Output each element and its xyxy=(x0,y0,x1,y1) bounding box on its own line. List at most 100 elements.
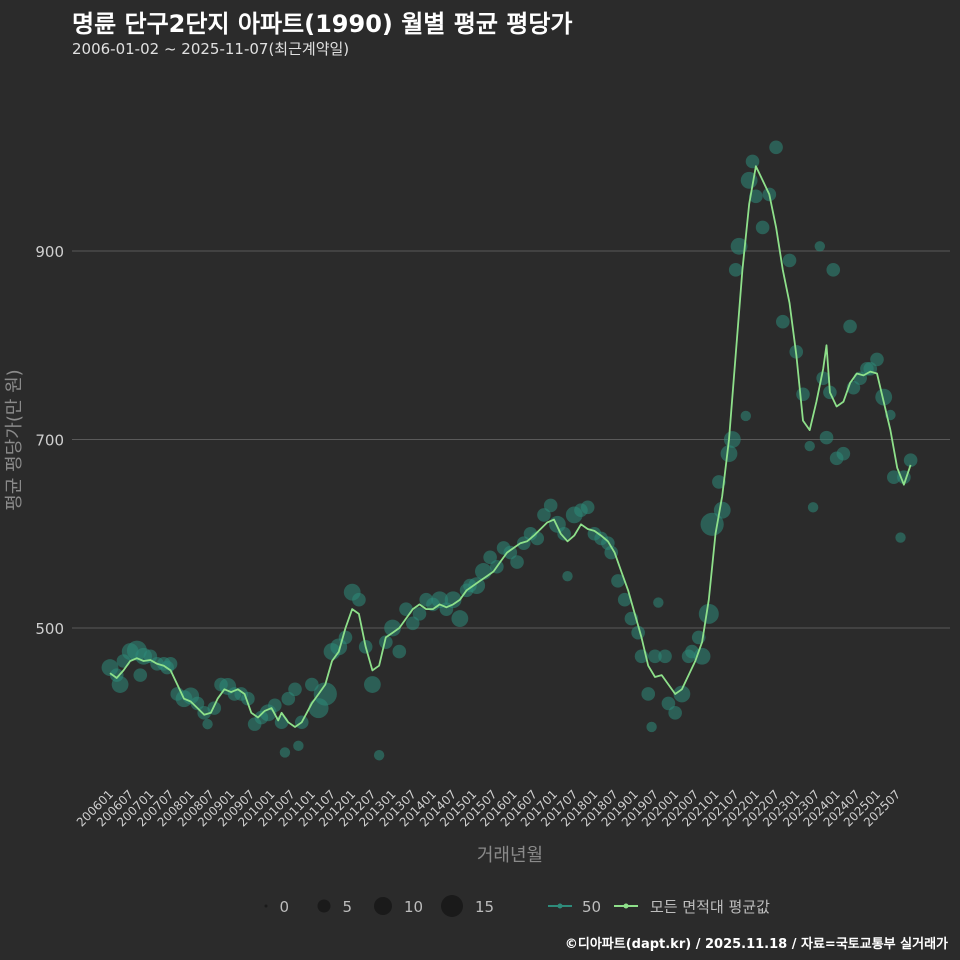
scatter-point xyxy=(755,220,770,235)
scatter-point xyxy=(745,154,760,169)
scatter-point xyxy=(363,676,381,693)
scatter-point xyxy=(807,502,819,513)
scatter-point xyxy=(903,453,918,468)
scatter-point xyxy=(163,657,178,671)
average-line-layer xyxy=(109,165,912,728)
legend-size-marker xyxy=(317,899,331,913)
scatter-point xyxy=(530,531,545,546)
scatter-point xyxy=(111,676,129,693)
scatter-point xyxy=(648,649,662,664)
scatter-point xyxy=(804,440,815,452)
scatter-point xyxy=(843,319,857,334)
scatter-point xyxy=(646,721,657,733)
y-tick-label: 900 xyxy=(35,243,64,261)
scatter-point xyxy=(288,682,302,697)
scatter-point xyxy=(713,501,731,519)
scatter-point xyxy=(819,430,834,445)
scatter-point xyxy=(673,685,691,703)
average-line xyxy=(109,165,912,728)
scatter-point xyxy=(870,352,884,367)
scatter-point xyxy=(190,696,205,711)
scatter-point xyxy=(373,750,385,761)
scatter-point xyxy=(293,740,304,752)
scatter-point xyxy=(281,691,296,706)
scatter-point xyxy=(279,747,291,758)
y-axis-label: 평균 평당가(만 원) xyxy=(4,369,25,510)
scatter-point xyxy=(698,603,719,624)
scatter-point xyxy=(782,253,797,268)
scatter-point xyxy=(653,597,664,608)
y-tick-label: 500 xyxy=(35,620,64,638)
scatter-point xyxy=(895,532,906,543)
scatter-point xyxy=(197,706,211,720)
scatter-point xyxy=(769,140,783,155)
legend-average-dot xyxy=(623,903,629,909)
scatter-point xyxy=(562,570,573,582)
legend-size-label: 0 xyxy=(280,898,290,916)
legend-series-50-label: 50 xyxy=(582,898,601,916)
chart-subtitle: 2006-01-02 ~ 2025-11-07(최근계약일) xyxy=(72,40,350,58)
scatter-point xyxy=(557,526,571,541)
scatter-point xyxy=(133,668,148,682)
scatter-point xyxy=(475,563,492,580)
legend-size-marker xyxy=(441,895,463,917)
y-tick-label: 700 xyxy=(35,432,64,450)
scatter-point xyxy=(392,644,407,659)
scatter-point xyxy=(399,602,413,616)
scatter-point xyxy=(723,431,741,448)
x-tick-labels: 2006012006072007012007072008012008072009… xyxy=(74,787,903,829)
chart-title: 명륜 단구2단지 아파트(1990) 월별 평균 평당가 xyxy=(72,10,573,38)
scatter-point xyxy=(796,387,810,402)
scatter-point xyxy=(836,446,851,461)
scatter-point xyxy=(503,545,518,560)
scatter-point xyxy=(776,314,790,329)
scatter-point xyxy=(405,616,420,631)
scatter-point xyxy=(658,649,672,664)
scatter-points xyxy=(101,140,918,761)
scatter-point xyxy=(379,635,393,649)
scatter-point xyxy=(887,470,901,485)
scatter-point xyxy=(537,508,551,522)
scatter-point xyxy=(483,550,497,565)
scatter-point xyxy=(202,718,213,730)
scatter-point xyxy=(814,241,826,252)
scatter-point xyxy=(451,610,469,627)
scatter-point xyxy=(875,388,893,406)
scatter-point xyxy=(543,498,558,513)
scatter-point xyxy=(661,696,676,711)
scatter-point xyxy=(384,619,401,637)
scatter-point xyxy=(617,592,632,607)
legend-size-label: 5 xyxy=(343,898,353,916)
x-axis-label: 거래년월 xyxy=(477,845,543,866)
scatter-point xyxy=(668,706,682,720)
scatter-point xyxy=(712,475,726,489)
scatter-point xyxy=(604,545,619,560)
scatter-point xyxy=(352,592,366,607)
scatter-point xyxy=(728,263,743,277)
scatter-point xyxy=(730,237,748,255)
legend-size-label: 15 xyxy=(475,898,494,916)
legend: 0 5 10 15 50 모든 면적대 평균값 xyxy=(264,895,770,917)
legend-series-50-dot xyxy=(557,903,563,909)
scatter-point xyxy=(720,445,738,463)
legend-size-marker xyxy=(374,897,392,915)
legend-average-label: 모든 면적대 평균값 xyxy=(650,898,770,916)
legend-size-label: 10 xyxy=(404,898,423,916)
scatter-point xyxy=(510,555,524,569)
scatter-point xyxy=(641,687,656,701)
scatter-point xyxy=(412,607,427,621)
scatter-point xyxy=(305,677,319,692)
source-caption: ©디아파트(dapt.kr) / 2025.11.18 / 자료=국토교통부 실… xyxy=(564,937,948,952)
legend-size-marker xyxy=(264,904,268,908)
scatter-point xyxy=(444,591,462,609)
scatter-point xyxy=(826,263,841,277)
y-tick-labels: 500 700 900 xyxy=(35,243,64,638)
scatter-point xyxy=(749,189,763,204)
scatter-point xyxy=(740,410,751,422)
scatter-point xyxy=(580,500,595,515)
scatter-point xyxy=(611,574,625,588)
scatter-point xyxy=(313,682,337,706)
grid-lines xyxy=(72,250,950,629)
scatter-point xyxy=(268,698,282,713)
